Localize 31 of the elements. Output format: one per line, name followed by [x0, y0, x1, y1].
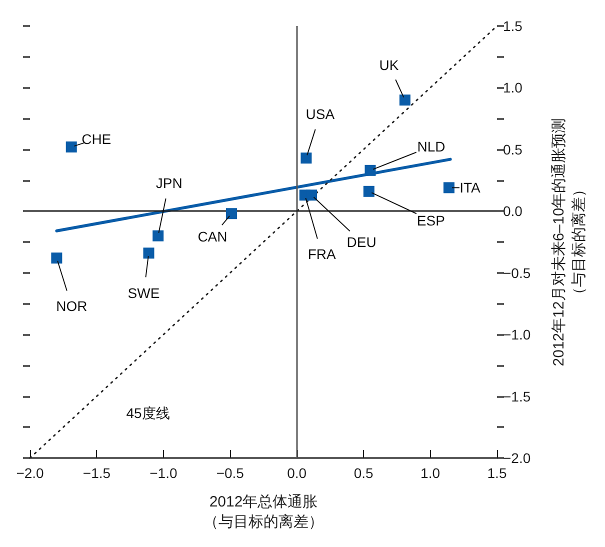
- annotation: JPN: [156, 174, 182, 191]
- y-tick-label: −1.5: [503, 388, 531, 404]
- x-tick-label: −0.5: [216, 465, 244, 481]
- annotation: SWE: [128, 285, 160, 302]
- annotation: NOR: [56, 298, 88, 314]
- y-tick-label: 1.0: [503, 80, 523, 96]
- y-tick-label: −0.5: [503, 264, 531, 281]
- x-tick-label: 1.0: [420, 465, 440, 481]
- x-tick-label: −1.5: [82, 465, 111, 481]
- x-tick-label: 0.5: [354, 465, 374, 481]
- annotation: FRA: [308, 246, 337, 262]
- y-tick-label: −1.0: [503, 326, 531, 343]
- annotation: CAN: [198, 228, 228, 245]
- x-axis-title: 2012年总体通胀（与目标的离差）: [204, 494, 324, 530]
- annotation: ESP: [416, 212, 445, 228]
- y-tick-label: 0.5: [503, 141, 523, 158]
- annotation: NLD: [417, 138, 446, 154]
- x-tick-label: −2.0: [16, 465, 44, 481]
- y-tick-label: 1.5: [503, 18, 523, 34]
- y-axis-title: 2012年12月对未来6–10年的通胀预测（与目标的离差）: [550, 118, 588, 366]
- annotation: DEU: [346, 234, 376, 250]
- x-tick-label: 1.5: [487, 465, 507, 481]
- annotation: CHE: [82, 130, 112, 147]
- y-tick-label: 0.0: [503, 203, 523, 220]
- x-tick-label: −1.0: [150, 465, 178, 481]
- annotation: UK: [379, 57, 400, 74]
- annotation: USA: [306, 106, 336, 122]
- x-tick-label: 0.0: [287, 465, 307, 481]
- y-tick-label: −2.0: [503, 450, 531, 466]
- annotation: 45度线: [126, 405, 170, 421]
- annotation: ITA: [460, 180, 481, 196]
